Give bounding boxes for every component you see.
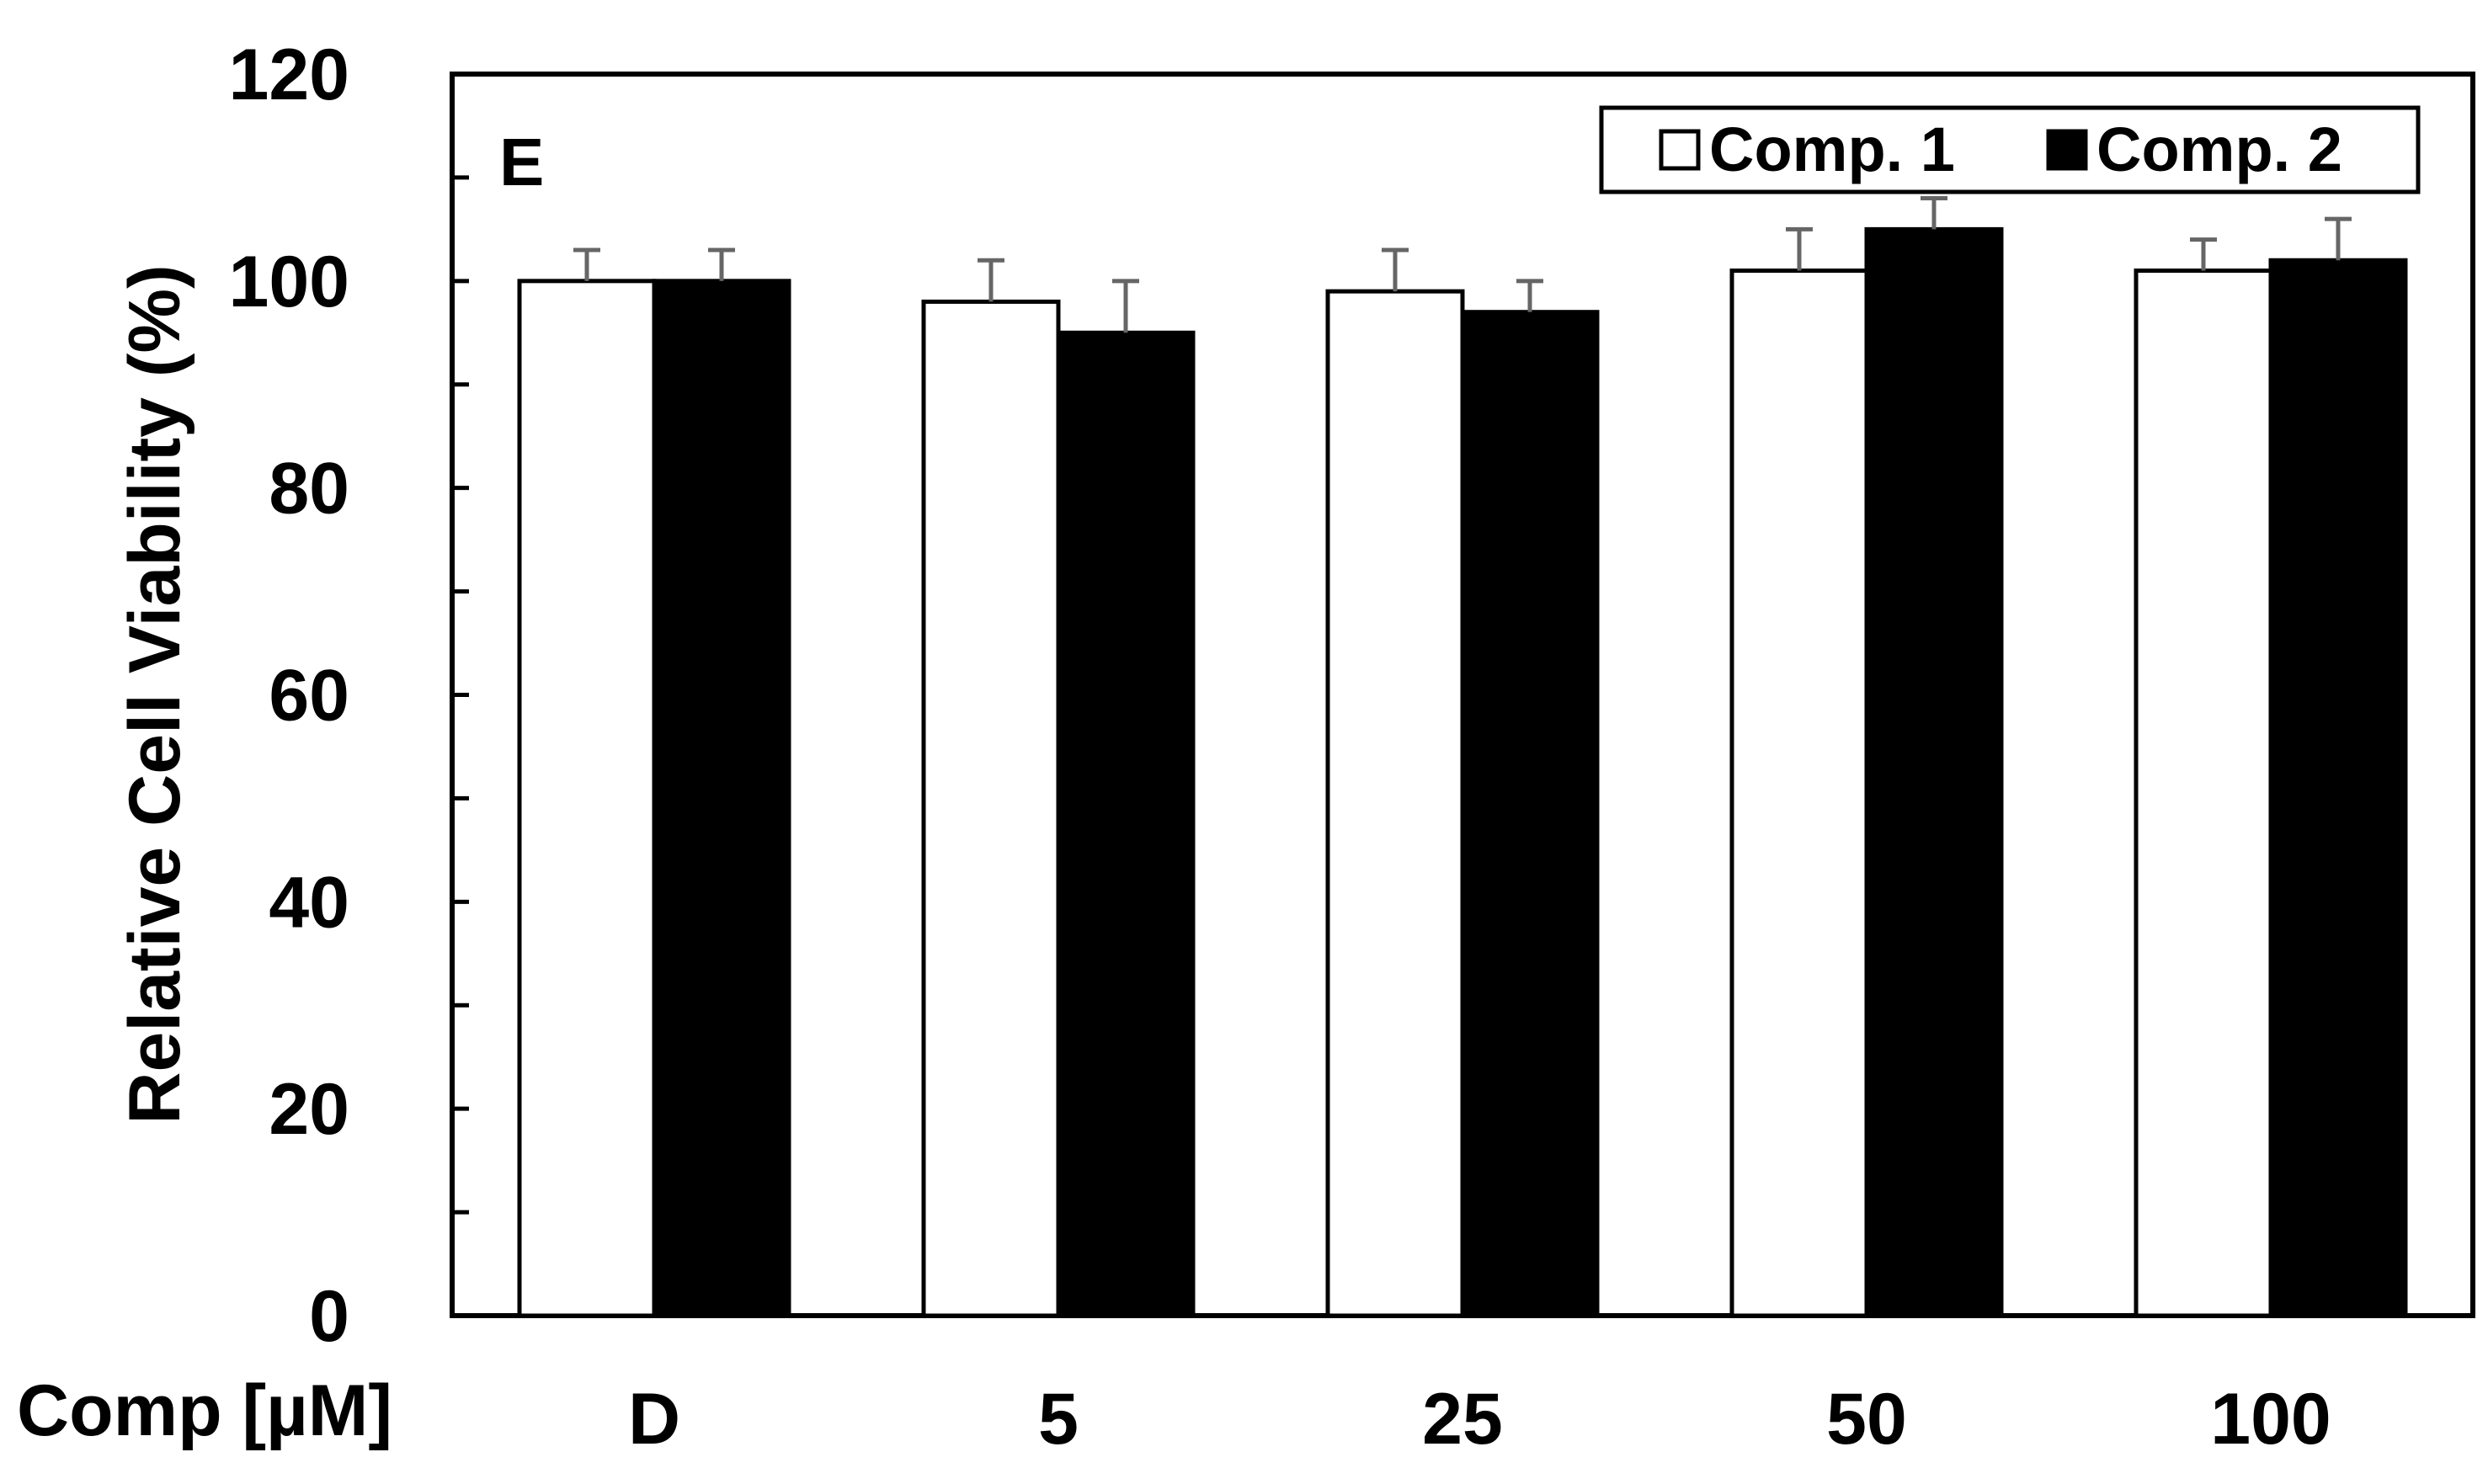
y-axis-tick-labels: 0 20 40 60 80 100 120 [229, 35, 350, 1357]
x-axis-title: Comp [µM] [17, 1370, 392, 1451]
x-tick-label: 50 [1826, 1379, 1907, 1460]
x-tick-label: D [628, 1379, 680, 1460]
y-tick-label: 0 [309, 1276, 349, 1357]
y-tick-label: 80 [269, 449, 349, 529]
legend-swatch-comp-2 [2046, 129, 2088, 171]
y-tick-label: 60 [269, 656, 349, 737]
error-bars [573, 196, 2352, 333]
legend-label-comp-1: Comp. 1 [1709, 114, 1955, 184]
legend: Comp. 1 Comp. 2 [1599, 105, 2421, 194]
y-tick-label: 20 [269, 1069, 349, 1150]
legend-label-comp-2: Comp. 2 [2096, 114, 2342, 184]
bar-comp-1-25 [1325, 289, 1465, 1318]
x-tick-label: 25 [1422, 1379, 1503, 1460]
bar-comp-2-25 [1460, 310, 1600, 1318]
y-tick-label: 100 [229, 242, 350, 322]
bar-comp-2-5 [1056, 330, 1196, 1318]
x-axis-tick-labels: D 5 25 50 100 [628, 1379, 2331, 1460]
bar-comp-1-100 [2134, 269, 2273, 1318]
y-tick-label: 40 [269, 862, 349, 943]
legend-box [1599, 105, 2421, 194]
bar-comp-2-50 [1864, 226, 2004, 1318]
y-axis-title: Relative Cell Viability (%) [115, 264, 195, 1124]
bar-comp-1-5 [921, 299, 1061, 1318]
legend-swatch-comp-1 [1659, 129, 1701, 171]
y-axis-ticks [452, 72, 469, 1318]
bars [517, 226, 2408, 1318]
bar-comp-2-d [652, 279, 791, 1318]
panel-label: E [499, 125, 544, 199]
bar-comp-2-100 [2268, 258, 2408, 1318]
bar-comp-1-d [517, 279, 657, 1318]
x-tick-label: 5 [1038, 1379, 1079, 1460]
x-tick-label: 100 [2210, 1379, 2331, 1460]
y-tick-label: 120 [229, 35, 350, 115]
bar-comp-1-50 [1729, 269, 1869, 1318]
